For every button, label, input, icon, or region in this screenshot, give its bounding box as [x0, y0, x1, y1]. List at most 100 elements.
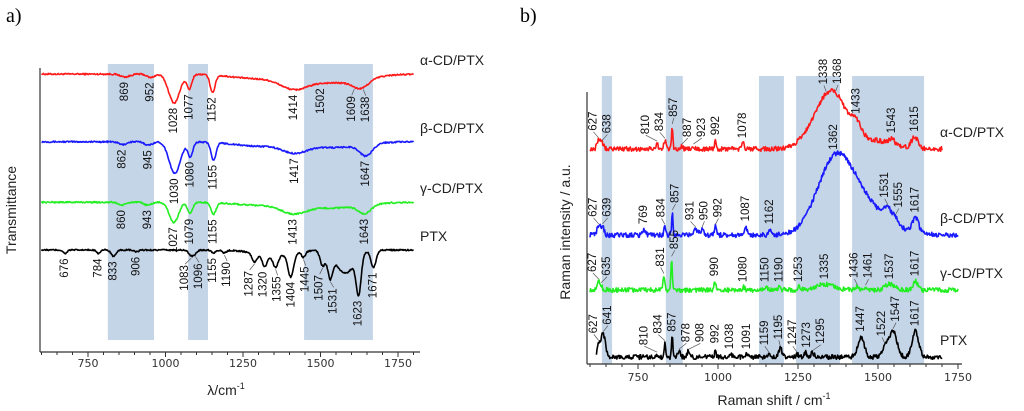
peak-label: 855	[669, 230, 681, 249]
peak-label: 1253	[793, 256, 805, 282]
peak-label: 1461	[863, 253, 875, 279]
x-tick-label: 1250	[229, 357, 257, 370]
peak-label: 1247	[787, 320, 799, 346]
y-axis-label: Raman intensity / a.u.	[557, 164, 573, 299]
peak-leader-line	[715, 218, 719, 225]
peak-label: 857	[668, 98, 680, 117]
peak-label: 1030	[169, 179, 181, 205]
peak-leader-line	[701, 221, 705, 228]
peak-leader-line	[812, 344, 822, 352]
peak-leader-line	[602, 325, 609, 332]
peak-label: 1417	[289, 158, 301, 184]
peak-label: 641	[602, 306, 614, 325]
peak-label: 1547	[890, 296, 902, 322]
peak-label: 1447	[855, 306, 867, 332]
peak-leader-line	[764, 345, 770, 353]
x-tick-label: 750	[628, 371, 649, 384]
peak-leader-line	[224, 254, 228, 262]
peak-label: 1083	[179, 265, 191, 291]
peak-label: 1404	[286, 281, 298, 307]
peak-label: 1502	[315, 88, 327, 114]
series-name-label: γ-CD/PTX	[420, 180, 484, 196]
peak-label: 1615	[909, 106, 921, 132]
peak-label: 869	[119, 82, 131, 101]
peak-label: 639	[602, 198, 614, 217]
peak-label: 1273	[801, 322, 813, 348]
peak-leader-line	[690, 221, 697, 228]
peak-leader-line	[659, 132, 666, 139]
peak-label: 1537	[884, 254, 896, 280]
peak-label: 1445	[300, 267, 312, 293]
peak-label: 1531	[328, 288, 340, 314]
peak-label: 1335	[819, 254, 831, 280]
peak-leader-line	[602, 217, 608, 225]
peak-label: 952	[145, 83, 157, 102]
peak-label: 1638	[360, 97, 372, 123]
peak-leader-line	[593, 334, 599, 341]
peak-leader-line	[895, 208, 900, 215]
peak-label: 1617	[909, 301, 921, 327]
peak-leader-line	[601, 134, 608, 141]
peak-label: 1320	[258, 272, 270, 298]
peak-label: 1155	[208, 165, 220, 190]
peak-label: 990	[709, 257, 721, 276]
y-axis-label: Transmittance	[3, 166, 19, 254]
peak-leader-line	[184, 257, 192, 265]
peak-label: 834	[654, 112, 666, 132]
peak-leader-line	[671, 203, 676, 211]
peak-label: 1368	[832, 58, 844, 84]
x-axis-label: Raman shift / cm-1	[717, 391, 830, 408]
peak-label: 1671	[368, 273, 380, 299]
peak-leader-line	[835, 84, 839, 92]
peak-label: 1433	[851, 88, 863, 114]
peak-label: 906	[130, 257, 142, 276]
peak-label: 992	[709, 324, 721, 343]
x-tick-label: 1250	[784, 371, 812, 384]
peak-label: 1355	[272, 276, 284, 302]
highlight-band-4	[796, 76, 840, 364]
peak-leader-line	[688, 342, 701, 350]
peak-label: 627	[588, 314, 600, 333]
x-axis-label-sup: -1	[237, 381, 245, 391]
peak-leader-line	[249, 263, 255, 271]
peak-label: 1155	[207, 258, 219, 283]
peak-label: 908	[694, 323, 706, 342]
peak-label: 834	[652, 314, 664, 334]
x-tick-label: 1750	[384, 357, 412, 370]
peak-label: 1155	[208, 219, 220, 244]
peak-label: 1623	[353, 301, 365, 327]
x-tick-label: 1500	[864, 371, 892, 384]
peak-label: 1507	[314, 275, 326, 301]
peak-leader-line	[593, 131, 599, 139]
peak-label: 887	[682, 118, 694, 137]
peak-leader-line	[881, 337, 886, 344]
peak-leader-line	[671, 250, 676, 257]
peak-leader-line	[884, 198, 889, 205]
series-name-label: γ-CD/PTX	[940, 265, 1004, 281]
peak-label: 1190	[773, 257, 785, 282]
peak-label: 860	[116, 210, 128, 229]
panel-label-a: a)	[6, 5, 22, 27]
x-ticks: 750 1000 1250 1500 1750	[589, 364, 972, 384]
peak-label: 1362	[828, 124, 840, 150]
peak-label: 1609	[346, 96, 358, 122]
peak-leader-line	[644, 345, 658, 353]
peak-leader-line	[778, 340, 781, 347]
peak-label: 769	[638, 205, 650, 224]
peak-label: 945	[142, 150, 154, 169]
peak-label: 627	[588, 198, 600, 217]
chart-b-raman: b) 750 1000 1250 1500 1750 Raman intensity /…	[520, 5, 1005, 408]
peak-leader-line	[661, 218, 666, 225]
series-line	[40, 248, 415, 297]
series-name-label: α-CD/PTX	[940, 124, 1005, 140]
highlight-band-1	[601, 76, 613, 364]
series-name-label: PTX	[420, 228, 448, 244]
series-line	[41, 140, 415, 175]
peak-leader-line	[678, 343, 687, 350]
peak-leader-line	[303, 259, 307, 266]
